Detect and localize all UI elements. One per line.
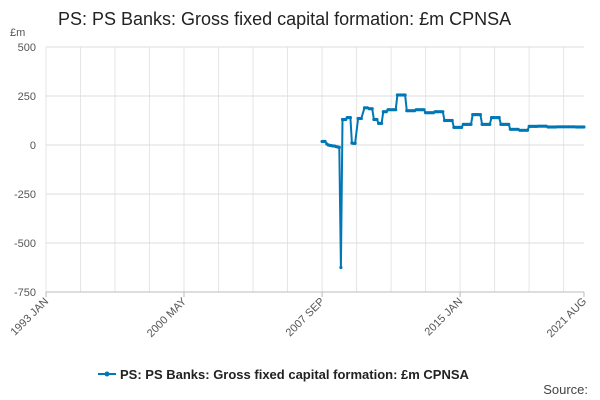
- x-tick-label: 1993 JAN: [8, 296, 51, 339]
- y-tick-label: 0: [30, 140, 36, 152]
- data-point[interactable]: [403, 93, 407, 97]
- y-tick-label: 250: [18, 91, 36, 103]
- legend-label: PS: PS Banks: Gross fixed capital format…: [120, 367, 470, 382]
- series-plot: [320, 93, 586, 270]
- data-point[interactable]: [359, 116, 363, 121]
- data-point[interactable]: [507, 122, 511, 126]
- y-tick-label: 500: [18, 42, 36, 54]
- data-point[interactable]: [339, 265, 343, 270]
- legend-marker-swatch: [104, 371, 110, 377]
- data-point[interactable]: [380, 121, 384, 125]
- data-point[interactable]: [375, 117, 379, 122]
- x-tick-labels: 1993 JAN 2000 MAY 2007 SEP 2015 JAN 2021 AUG: [8, 292, 589, 340]
- data-point[interactable]: [525, 128, 530, 132]
- data-point[interactable]: [460, 125, 464, 129]
- data-point[interactable]: [469, 122, 473, 126]
- data-point[interactable]: [582, 125, 586, 129]
- source-label[interactable]: Source:: [543, 382, 588, 397]
- data-point[interactable]: [450, 118, 454, 123]
- data-point[interactable]: [478, 113, 482, 117]
- data-point[interactable]: [394, 108, 398, 112]
- legend[interactable]: PS: PS Banks: Gross fixed capital format…: [98, 367, 470, 382]
- data-point[interactable]: [353, 141, 357, 145]
- y-gridlines: [46, 46, 584, 293]
- chart-title: PS: PS Banks: Gross fixed capital format…: [58, 9, 511, 29]
- x-tick-label: 2021 AUG: [545, 296, 589, 340]
- data-point[interactable]: [441, 110, 445, 114]
- data-point[interactable]: [497, 116, 501, 120]
- y-tick-label: -500: [14, 238, 36, 250]
- y-tick-label: -750: [14, 287, 36, 299]
- data-point[interactable]: [323, 139, 327, 144]
- data-point[interactable]: [488, 122, 492, 126]
- x-tick-label: 2000 MAY: [145, 295, 190, 340]
- data-point[interactable]: [370, 107, 374, 111]
- y-tick-labels: 500 250 0 -250 -500 -750: [14, 42, 36, 299]
- data-point[interactable]: [337, 145, 341, 149]
- x-tick-label: 2015 JAN: [423, 296, 466, 339]
- y-axis-unit: £m: [10, 27, 25, 39]
- data-point[interactable]: [348, 116, 352, 120]
- x-tick-label: 2007 SEP: [284, 296, 328, 340]
- y-tick-label: -250: [14, 189, 36, 201]
- x-gridlines: [45, 47, 565, 292]
- data-point[interactable]: [422, 108, 426, 112]
